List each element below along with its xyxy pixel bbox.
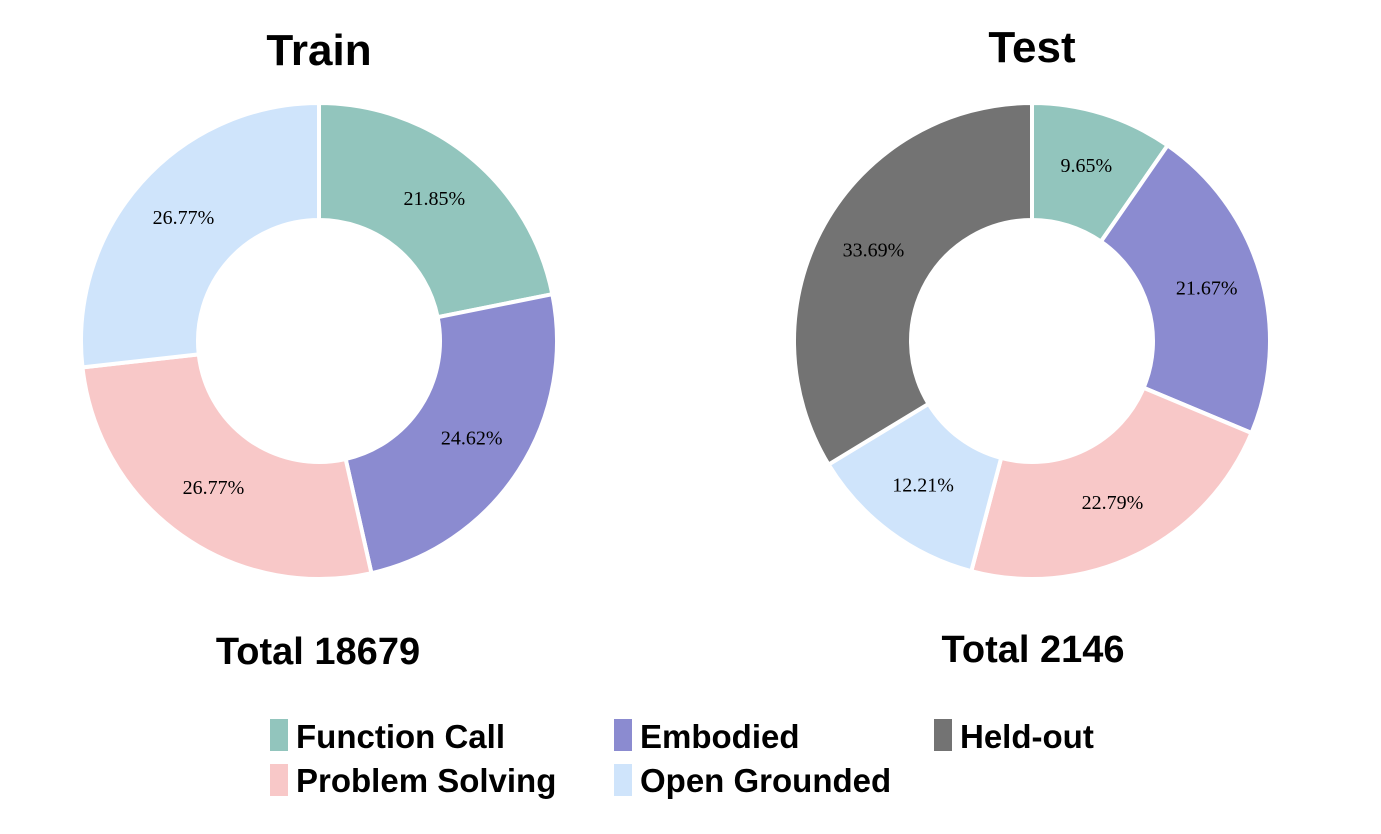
train-slice-label-problem-solving: 26.77%: [183, 477, 245, 499]
test-total-label: Total 2146: [941, 629, 1124, 671]
legend-swatch-embodied: [614, 719, 632, 751]
test-slice-label-embodied: 21.67%: [1176, 278, 1238, 300]
test-chart-title: Test: [988, 23, 1076, 72]
train-slice-embodied: [343, 291, 559, 576]
legend: Function Call Embodied Held-out Problem …: [270, 718, 1094, 799]
test-slice-label-problem-solving: 22.79%: [1082, 492, 1144, 514]
train-slice-open-grounded: [79, 100, 321, 370]
train-slice-function-call: [317, 100, 555, 320]
legend-label-function-call: Function Call: [296, 718, 505, 755]
test-slice-label-open-grounded: 12.21%: [892, 474, 954, 496]
train-slice-label-open-grounded: 26.77%: [153, 207, 215, 229]
legend-item-function-call: Function Call: [270, 718, 505, 755]
legend-item-embodied: Embodied: [614, 718, 800, 755]
test-slice-label-function-call: 9.65%: [1060, 155, 1112, 177]
test-slice-embodied: [1098, 142, 1272, 436]
train-donut: 21.85% 24.62% 26.77% 26.77%: [79, 100, 559, 581]
legend-label-held-out: Held-out: [960, 718, 1094, 755]
test-slice-problem-solving: [968, 385, 1255, 581]
test-chart: Test 9.65% 21.67% 22.79% 12.21% 33.69% Total…: [792, 23, 1272, 671]
legend-swatch-function-call: [270, 719, 288, 751]
legend-label-open-grounded: Open Grounded: [640, 762, 891, 799]
train-total-label: Total 18679: [216, 631, 420, 673]
test-slice-label-held-out: 33.69%: [843, 239, 905, 261]
legend-label-problem-solving: Problem Solving: [296, 762, 556, 799]
train-chart-title: Train: [266, 26, 371, 75]
legend-swatch-open-grounded: [614, 764, 632, 796]
legend-label-embodied: Embodied: [640, 718, 800, 755]
legend-swatch-problem-solving: [270, 764, 288, 796]
train-slice-label-function-call: 21.85%: [403, 188, 465, 210]
legend-item-open-grounded: Open Grounded: [614, 762, 891, 799]
train-slice-label-embodied: 24.62%: [441, 428, 503, 450]
test-slice-held-out: [792, 100, 1034, 468]
legend-swatch-held-out: [934, 719, 952, 751]
test-donut: 9.65% 21.67% 22.79% 12.21% 33.69%: [792, 100, 1272, 581]
legend-item-problem-solving: Problem Solving: [270, 762, 556, 799]
legend-item-held-out: Held-out: [934, 718, 1094, 755]
train-slice-problem-solving: [80, 352, 374, 581]
train-chart: Train 21.85% 24.62% 26.77% 26.77% Total 186…: [79, 26, 559, 673]
